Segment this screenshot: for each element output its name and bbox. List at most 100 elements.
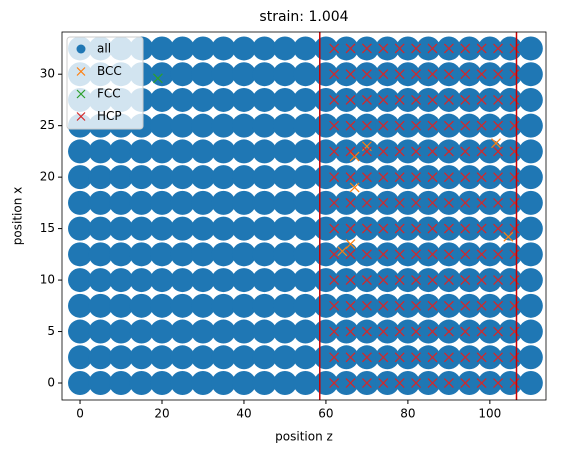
cross-marker (361, 275, 372, 286)
cross-marker (345, 378, 356, 388)
cross-marker (411, 352, 422, 363)
cross-marker (378, 326, 389, 337)
scatter-point (477, 216, 502, 241)
scatter-point (68, 319, 93, 344)
cross-marker (329, 249, 340, 260)
scatter-point (149, 190, 174, 215)
cross-marker (493, 378, 503, 388)
cross-marker (394, 300, 405, 311)
scatter-point (293, 345, 318, 370)
cross-marker (345, 146, 356, 157)
cross-marker (427, 120, 438, 131)
scatter-point (395, 139, 420, 164)
cross-marker (493, 223, 503, 234)
cross-marker (361, 249, 372, 260)
cross-marker (345, 172, 356, 183)
scatter-point (375, 216, 400, 241)
axes-frame (61, 31, 547, 401)
scatter-point (272, 62, 297, 87)
cross-marker (427, 69, 438, 80)
scatter-point (272, 242, 297, 267)
scatter-point (231, 371, 256, 396)
cross-marker (476, 275, 487, 286)
cross-marker (427, 352, 438, 363)
cross-marker (443, 69, 454, 80)
cross-marker (460, 69, 471, 80)
cross-marker (329, 378, 340, 388)
cross-marker (460, 197, 471, 208)
scatter-point (252, 113, 277, 138)
scatter-point (498, 371, 523, 396)
scatter-point (149, 113, 174, 138)
cross-marker (394, 146, 405, 157)
scatter-point (518, 268, 543, 293)
scatter-point (272, 319, 297, 344)
scatter-point (190, 319, 215, 344)
scatter-point (231, 139, 256, 164)
scatter-point (272, 268, 297, 293)
cross-marker (361, 172, 372, 183)
cross-marker (427, 223, 438, 234)
scatter-point (129, 345, 154, 370)
scatter-point (190, 190, 215, 215)
scatter-point (170, 268, 195, 293)
cross-marker (411, 249, 422, 260)
scatter-point (211, 371, 236, 396)
y-tick-label: 0 (47, 376, 55, 390)
scatter-point (375, 113, 400, 138)
scatter-point (477, 87, 502, 112)
scatter-point (293, 190, 318, 215)
cross-marker (476, 300, 487, 311)
cross-marker (476, 378, 487, 388)
scatter-point (395, 36, 420, 61)
scatter-point (334, 190, 359, 215)
cross-marker (460, 352, 471, 363)
y-tick-label: 5 (47, 324, 55, 338)
cross-marker (493, 249, 503, 260)
scatter-point (190, 293, 215, 318)
cross-marker (329, 223, 340, 234)
scatter-point (334, 371, 359, 396)
cross-marker (361, 300, 372, 311)
scatter-point (109, 268, 134, 293)
legend-marker (76, 67, 86, 76)
scatter-point (518, 139, 543, 164)
cross-marker (411, 120, 422, 131)
cross-marker (345, 223, 356, 234)
scatter-point (88, 345, 113, 370)
cross-marker (394, 223, 405, 234)
scatter-point (293, 113, 318, 138)
cross-marker (443, 146, 454, 157)
cross-marker (329, 326, 340, 337)
cross-marker (378, 249, 389, 260)
scatter-point (211, 216, 236, 241)
scatter-point (129, 190, 154, 215)
cross-marker (329, 197, 340, 208)
cross-marker (476, 69, 487, 80)
cross-marker (394, 43, 405, 54)
cross-marker (443, 197, 454, 208)
scatter-point (149, 87, 174, 112)
scatter-point (498, 87, 523, 112)
cross-marker (509, 69, 520, 80)
cross-marker (361, 43, 372, 54)
cross-marker (427, 95, 438, 105)
x-tick-label: 60 (318, 407, 333, 421)
cross-marker (411, 300, 422, 311)
scatter-point (477, 345, 502, 370)
cross-marker (378, 197, 389, 208)
y-tick-label: 20 (40, 170, 55, 184)
cross-marker (476, 172, 487, 183)
cross-marker (491, 138, 501, 149)
cross-marker (509, 172, 520, 183)
cross-marker (378, 146, 389, 157)
cross-marker (329, 172, 340, 183)
scatter-point (457, 62, 482, 87)
y-tick-label: 15 (40, 221, 55, 235)
cross-marker (509, 249, 520, 260)
cross-marker (345, 69, 356, 80)
cross-marker (411, 146, 422, 157)
scatter-point (498, 319, 523, 344)
scatter-point (518, 371, 543, 396)
scatter-point (211, 268, 236, 293)
